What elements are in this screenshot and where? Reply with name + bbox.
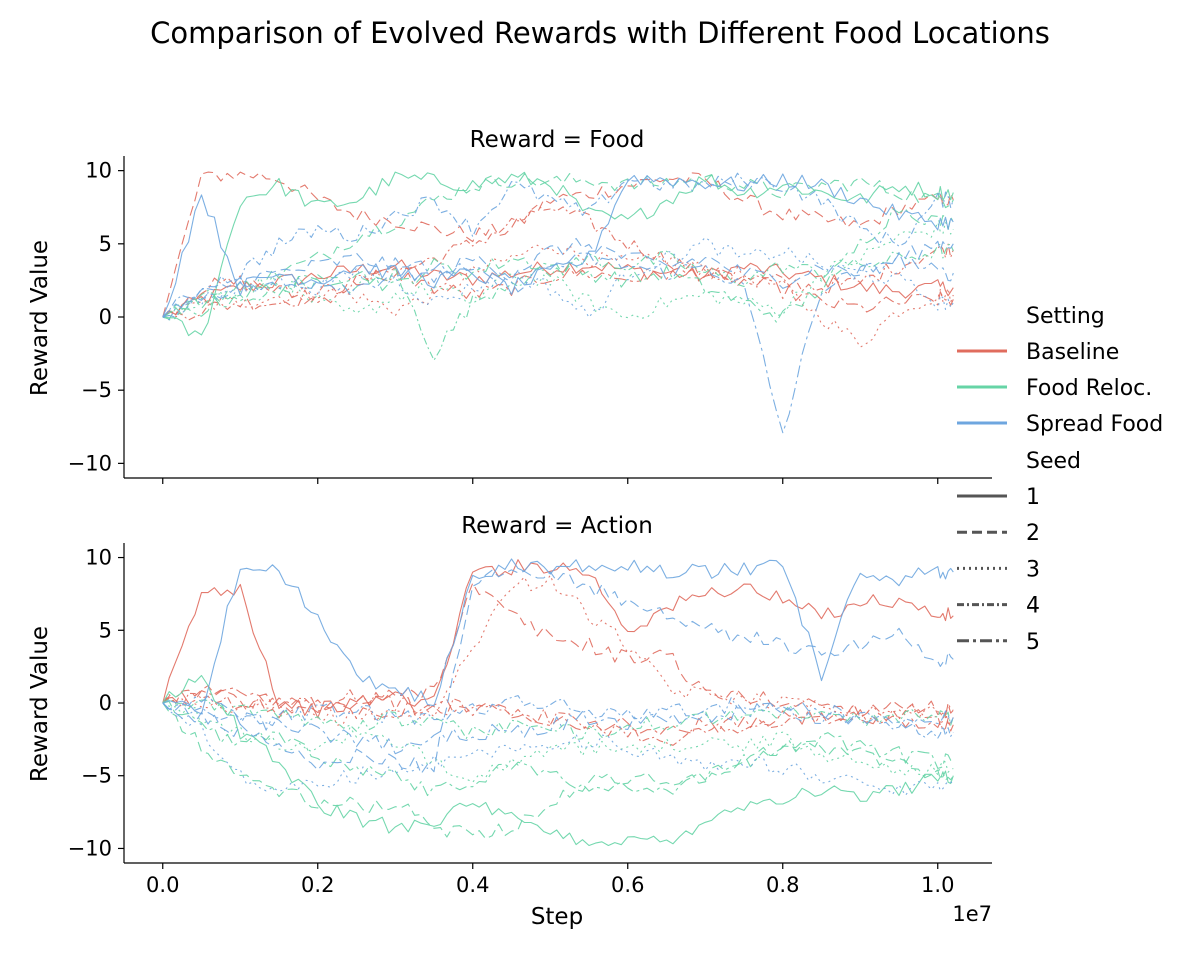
- x-tick-label: 0.0: [146, 873, 179, 897]
- series-line-spread-foodseed-1: [162, 558, 954, 715]
- series-line-spread-foodseed-5: [162, 695, 954, 755]
- series-line-baselineseed-2: [162, 582, 954, 719]
- series-line-food-reloc-seed-3: [162, 702, 954, 783]
- legend-label: 2: [1026, 521, 1040, 546]
- legend-settings: Baseline Food Reloc. Spread Food: [957, 340, 1163, 437]
- y-tick-label: 5: [99, 618, 112, 642]
- legend-label: 1: [1026, 485, 1040, 510]
- x-tick-label: 0.8: [766, 873, 799, 897]
- x-tick-label: 0.4: [456, 873, 489, 897]
- panel-food: Reward = Food Reward Value 10 5 0 −5 −10: [27, 127, 992, 484]
- panel-food-axes: 10 5 0 −5 −10: [68, 156, 992, 484]
- series-line-food-reloc-seed-5: [162, 208, 954, 323]
- panel-action-ylabel: Reward Value: [27, 626, 53, 782]
- legend-label: Spread Food: [1026, 412, 1163, 437]
- y-tick-label: −10: [68, 451, 112, 475]
- series-line-baselineseed-5: [162, 687, 954, 736]
- series-line-spread-foodseed-3: [162, 702, 954, 796]
- series-line-spread-foodseed-4: [162, 695, 954, 739]
- y-tick-label: 10: [85, 546, 112, 570]
- panel-action-lines: [162, 558, 954, 847]
- legend-seed-title: Seed: [1026, 449, 1081, 474]
- series-line-baselineseed-1: [162, 559, 954, 719]
- y-tick-label: −10: [68, 836, 112, 860]
- legend-label: 5: [1026, 630, 1040, 655]
- figure-title: Comparison of Evolved Rewards with Diffe…: [150, 16, 1050, 50]
- x-tick-label: 0.2: [301, 873, 334, 897]
- series-line-baselineseed-2: [162, 171, 954, 318]
- series-line-food-reloc-seed-1: [162, 674, 954, 847]
- series-line-spread-foodseed-1: [162, 173, 954, 318]
- series-line-baselineseed-1: [162, 259, 954, 318]
- series-line-spread-foodseed-3: [162, 236, 954, 321]
- panel-food-ylabel: Reward Value: [27, 240, 53, 396]
- series-line-food-reloc-seed-2: [162, 702, 954, 840]
- x-axis-label: Step: [531, 904, 583, 930]
- series-line-food-reloc-seed-3: [162, 221, 954, 321]
- series-line-baselineseed-3: [162, 574, 954, 727]
- legend-seeds: 1 2 3 4 5: [957, 485, 1040, 655]
- series-line-food-reloc-seed-1: [162, 171, 954, 337]
- series-line-spread-foodseed-2: [162, 569, 954, 775]
- series-line-baselineseed-4: [162, 204, 954, 321]
- x-axis-offset-label: 1e7: [952, 902, 992, 926]
- series-line-baselineseed-4: [162, 689, 954, 746]
- x-tick-label: 1.0: [921, 873, 954, 897]
- y-tick-label: 10: [85, 159, 112, 183]
- series-line-baselineseed-3: [162, 244, 954, 348]
- legend-setting-title: Setting: [1026, 304, 1105, 329]
- y-tick-label: −5: [81, 764, 112, 788]
- panel-action-title: Reward = Action: [461, 513, 653, 539]
- panel-food-lines: [162, 171, 954, 434]
- series-line-food-reloc-seed-4: [162, 698, 954, 741]
- legend-label: Baseline: [1026, 340, 1119, 365]
- panel-action-axes: 10 5 0 −5 −10 0.0 0.2 0.4 0.6 0.8 1.0: [68, 543, 992, 897]
- panel-action: Reward = Action Reward Value 10 5 0 −5 −10 0.…: [27, 513, 992, 897]
- series-line-spread-foodseed-5: [162, 251, 954, 434]
- legend-label: 4: [1026, 594, 1040, 619]
- y-tick-label: 0: [99, 305, 112, 329]
- x-tick-label: 0.6: [611, 873, 644, 897]
- series-line-spread-foodseed-4: [162, 172, 954, 318]
- series-line-food-reloc-seed-2: [162, 173, 954, 318]
- legend-label: 3: [1026, 557, 1040, 582]
- y-tick-label: 5: [99, 232, 112, 256]
- legend: Setting Baseline Food Reloc. Spread Food S…: [957, 304, 1163, 655]
- y-tick-label: −5: [81, 378, 112, 402]
- legend-label: Food Reloc.: [1026, 376, 1152, 401]
- series-line-food-reloc-seed-5: [162, 700, 954, 797]
- y-tick-label: 0: [99, 691, 112, 715]
- panel-food-title: Reward = Food: [470, 127, 645, 153]
- series-line-spread-foodseed-2: [162, 237, 954, 318]
